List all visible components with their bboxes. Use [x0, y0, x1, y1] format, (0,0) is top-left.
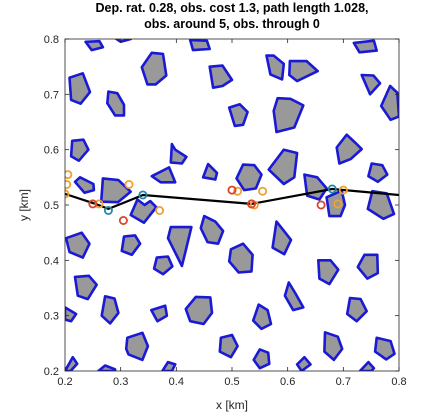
plot-area [65, 39, 399, 371]
obstacle-polygon [227, 103, 249, 128]
obstacle-polygon [235, 163, 263, 192]
obstacle-polygon [201, 162, 219, 181]
obstacle-polygon [252, 348, 271, 370]
obstacle-polygon [208, 64, 234, 89]
obstacle-polygon [267, 148, 299, 186]
x-axis-label: x [km] [216, 398, 248, 412]
y-tick-label: 0.4 [44, 255, 59, 267]
obstacle-polygon [100, 294, 120, 325]
obstacle-polygon [287, 59, 320, 83]
obstacle-polygon [188, 39, 211, 52]
chart-title-line-2: obs. around 5, obs. through 0 [144, 17, 320, 31]
orange-marker [65, 170, 73, 180]
y-axis-label: y [km] [17, 189, 31, 221]
obstacle-polygon [99, 177, 132, 204]
teal-marker [138, 190, 148, 200]
obstacle-polygon [283, 281, 305, 312]
obstacle-polygon [140, 51, 168, 86]
obstacle-polygon [124, 331, 150, 362]
obstacle-polygon [356, 253, 380, 280]
orange-marker [94, 199, 104, 209]
obstacle-polygon [169, 142, 188, 165]
x-tick-label: 0.2 [57, 376, 72, 388]
x-tick-label: 0.7 [336, 376, 351, 388]
obstacle-polygon [218, 333, 239, 359]
obstacle-polygon [251, 303, 273, 331]
obstacle-polygon [166, 225, 193, 268]
obstacle-polygon [97, 364, 117, 371]
axis-ticks: 0.2 0.3 0.4 0.5 0.6 0.7 0.8 0.2 0.3 0.4 0.5 0.6 0.7 0… [44, 34, 407, 388]
orange-marker [124, 179, 134, 189]
obstacle-polygon [358, 360, 376, 371]
obstacle-polygon [161, 360, 177, 371]
obstacle-polygon [360, 73, 382, 96]
y-tick-label: 0.8 [44, 34, 59, 46]
obstacle-polygon [65, 306, 78, 323]
x-tick-label: 0.5 [224, 376, 239, 388]
obstacle-polygon [272, 96, 305, 134]
obstacle-polygon [120, 234, 142, 257]
orange-marker [258, 186, 268, 196]
obstacle-polygon [68, 72, 92, 105]
obstacle-polygon [150, 166, 177, 184]
obstacle-polygon [69, 138, 90, 162]
obstacle-polygon [367, 162, 389, 184]
obstacle-layer [65, 39, 399, 371]
obstacle-polygon [65, 355, 79, 371]
obstacle-polygon [199, 214, 225, 245]
y-tick-label: 0.3 [44, 311, 59, 323]
red-marker [88, 199, 98, 209]
x-tick-label: 0.3 [113, 376, 128, 388]
obstacle-polygon [271, 220, 293, 256]
obstacle-polygon [379, 84, 399, 122]
orange-marker [338, 185, 348, 195]
obstacle-polygon [345, 296, 369, 323]
obstacle-polygon [352, 39, 379, 54]
y-tick-label: 0.5 [44, 200, 59, 212]
obstacle-polygon [152, 255, 174, 276]
obstacle-polygon [335, 133, 364, 165]
orange-marker [333, 199, 343, 209]
obstacle-polygon [295, 355, 312, 371]
obstacle-polygon [84, 39, 105, 52]
teal-marker [327, 184, 337, 194]
y-tick-label: 0.6 [44, 145, 59, 157]
y-tick-label: 0.7 [44, 89, 59, 101]
obstacle-polygon [150, 304, 169, 323]
obstacle-polygon [129, 198, 158, 224]
obstacle-polygon [73, 274, 98, 301]
obstacle-polygon [265, 54, 286, 81]
red-marker [118, 215, 128, 225]
orange-marker [233, 186, 243, 196]
orange-marker [155, 205, 165, 215]
x-tick-label: 0.6 [280, 376, 295, 388]
obstacle-polygon [316, 258, 340, 286]
x-tick-label: 0.8 [391, 376, 406, 388]
y-tick-label: 0.2 [44, 366, 59, 378]
red-marker [227, 185, 237, 195]
chart-title-line-1: Dep. rat. 0.28, obs. cost 1.3, path leng… [95, 1, 368, 15]
red-marker [246, 199, 256, 209]
x-tick-label: 0.4 [169, 376, 184, 388]
obstacle-polygon [184, 295, 214, 326]
obstacle-polygon [323, 330, 344, 362]
red-marker [316, 200, 326, 210]
obstacle-polygon [73, 176, 96, 195]
obstacle-polygon [65, 231, 91, 259]
obstacle-polygon [227, 242, 254, 274]
teal-marker [103, 205, 113, 215]
obstacle-polygon [106, 90, 126, 117]
obstacle-polygon [114, 39, 132, 44]
obstacle-polygon [373, 336, 396, 361]
orange-marker [65, 180, 72, 189]
marker-layer [65, 170, 348, 225]
